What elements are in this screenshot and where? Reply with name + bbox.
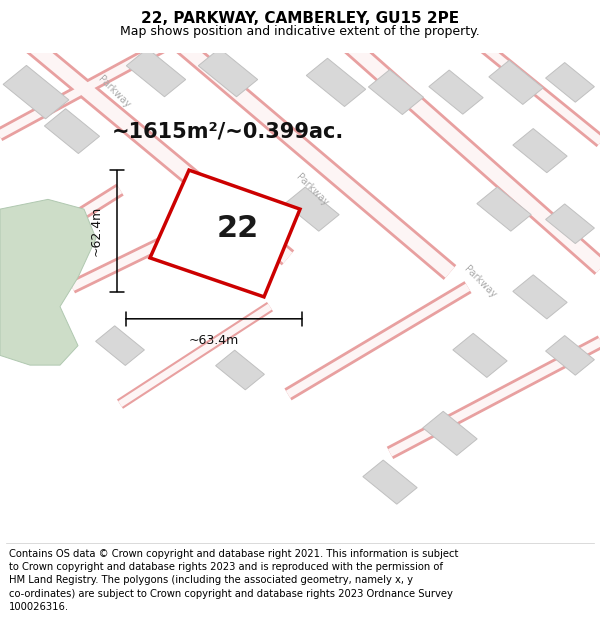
Text: ~62.4m: ~62.4m [89,206,103,256]
Polygon shape [307,58,365,106]
Polygon shape [429,70,483,114]
Polygon shape [363,460,417,504]
Polygon shape [150,170,300,297]
Polygon shape [453,333,507,378]
Polygon shape [513,129,567,173]
Polygon shape [423,411,477,456]
Text: Contains OS data © Crown copyright and database right 2021. This information is : Contains OS data © Crown copyright and d… [9,549,458,612]
Polygon shape [95,326,145,366]
Polygon shape [489,61,543,104]
Polygon shape [127,49,185,97]
Polygon shape [199,49,257,97]
Polygon shape [368,70,424,114]
Polygon shape [215,350,265,390]
Polygon shape [44,109,100,154]
Polygon shape [285,187,339,231]
Text: Parkway: Parkway [462,264,498,300]
Text: ~63.4m: ~63.4m [189,334,239,348]
Polygon shape [0,199,96,365]
Text: 22, PARKWAY, CAMBERLEY, GU15 2PE: 22, PARKWAY, CAMBERLEY, GU15 2PE [141,11,459,26]
Polygon shape [545,204,595,244]
Text: ~1615m²/~0.399ac.: ~1615m²/~0.399ac. [112,121,344,141]
Polygon shape [513,275,567,319]
Polygon shape [545,62,595,102]
Polygon shape [477,187,531,231]
Text: Map shows position and indicative extent of the property.: Map shows position and indicative extent… [120,25,480,38]
Polygon shape [545,336,595,375]
Text: Parkway: Parkway [96,74,132,110]
Text: 22: 22 [217,214,259,243]
Polygon shape [3,66,69,119]
Text: Parkway: Parkway [294,172,330,208]
Polygon shape [183,177,237,221]
